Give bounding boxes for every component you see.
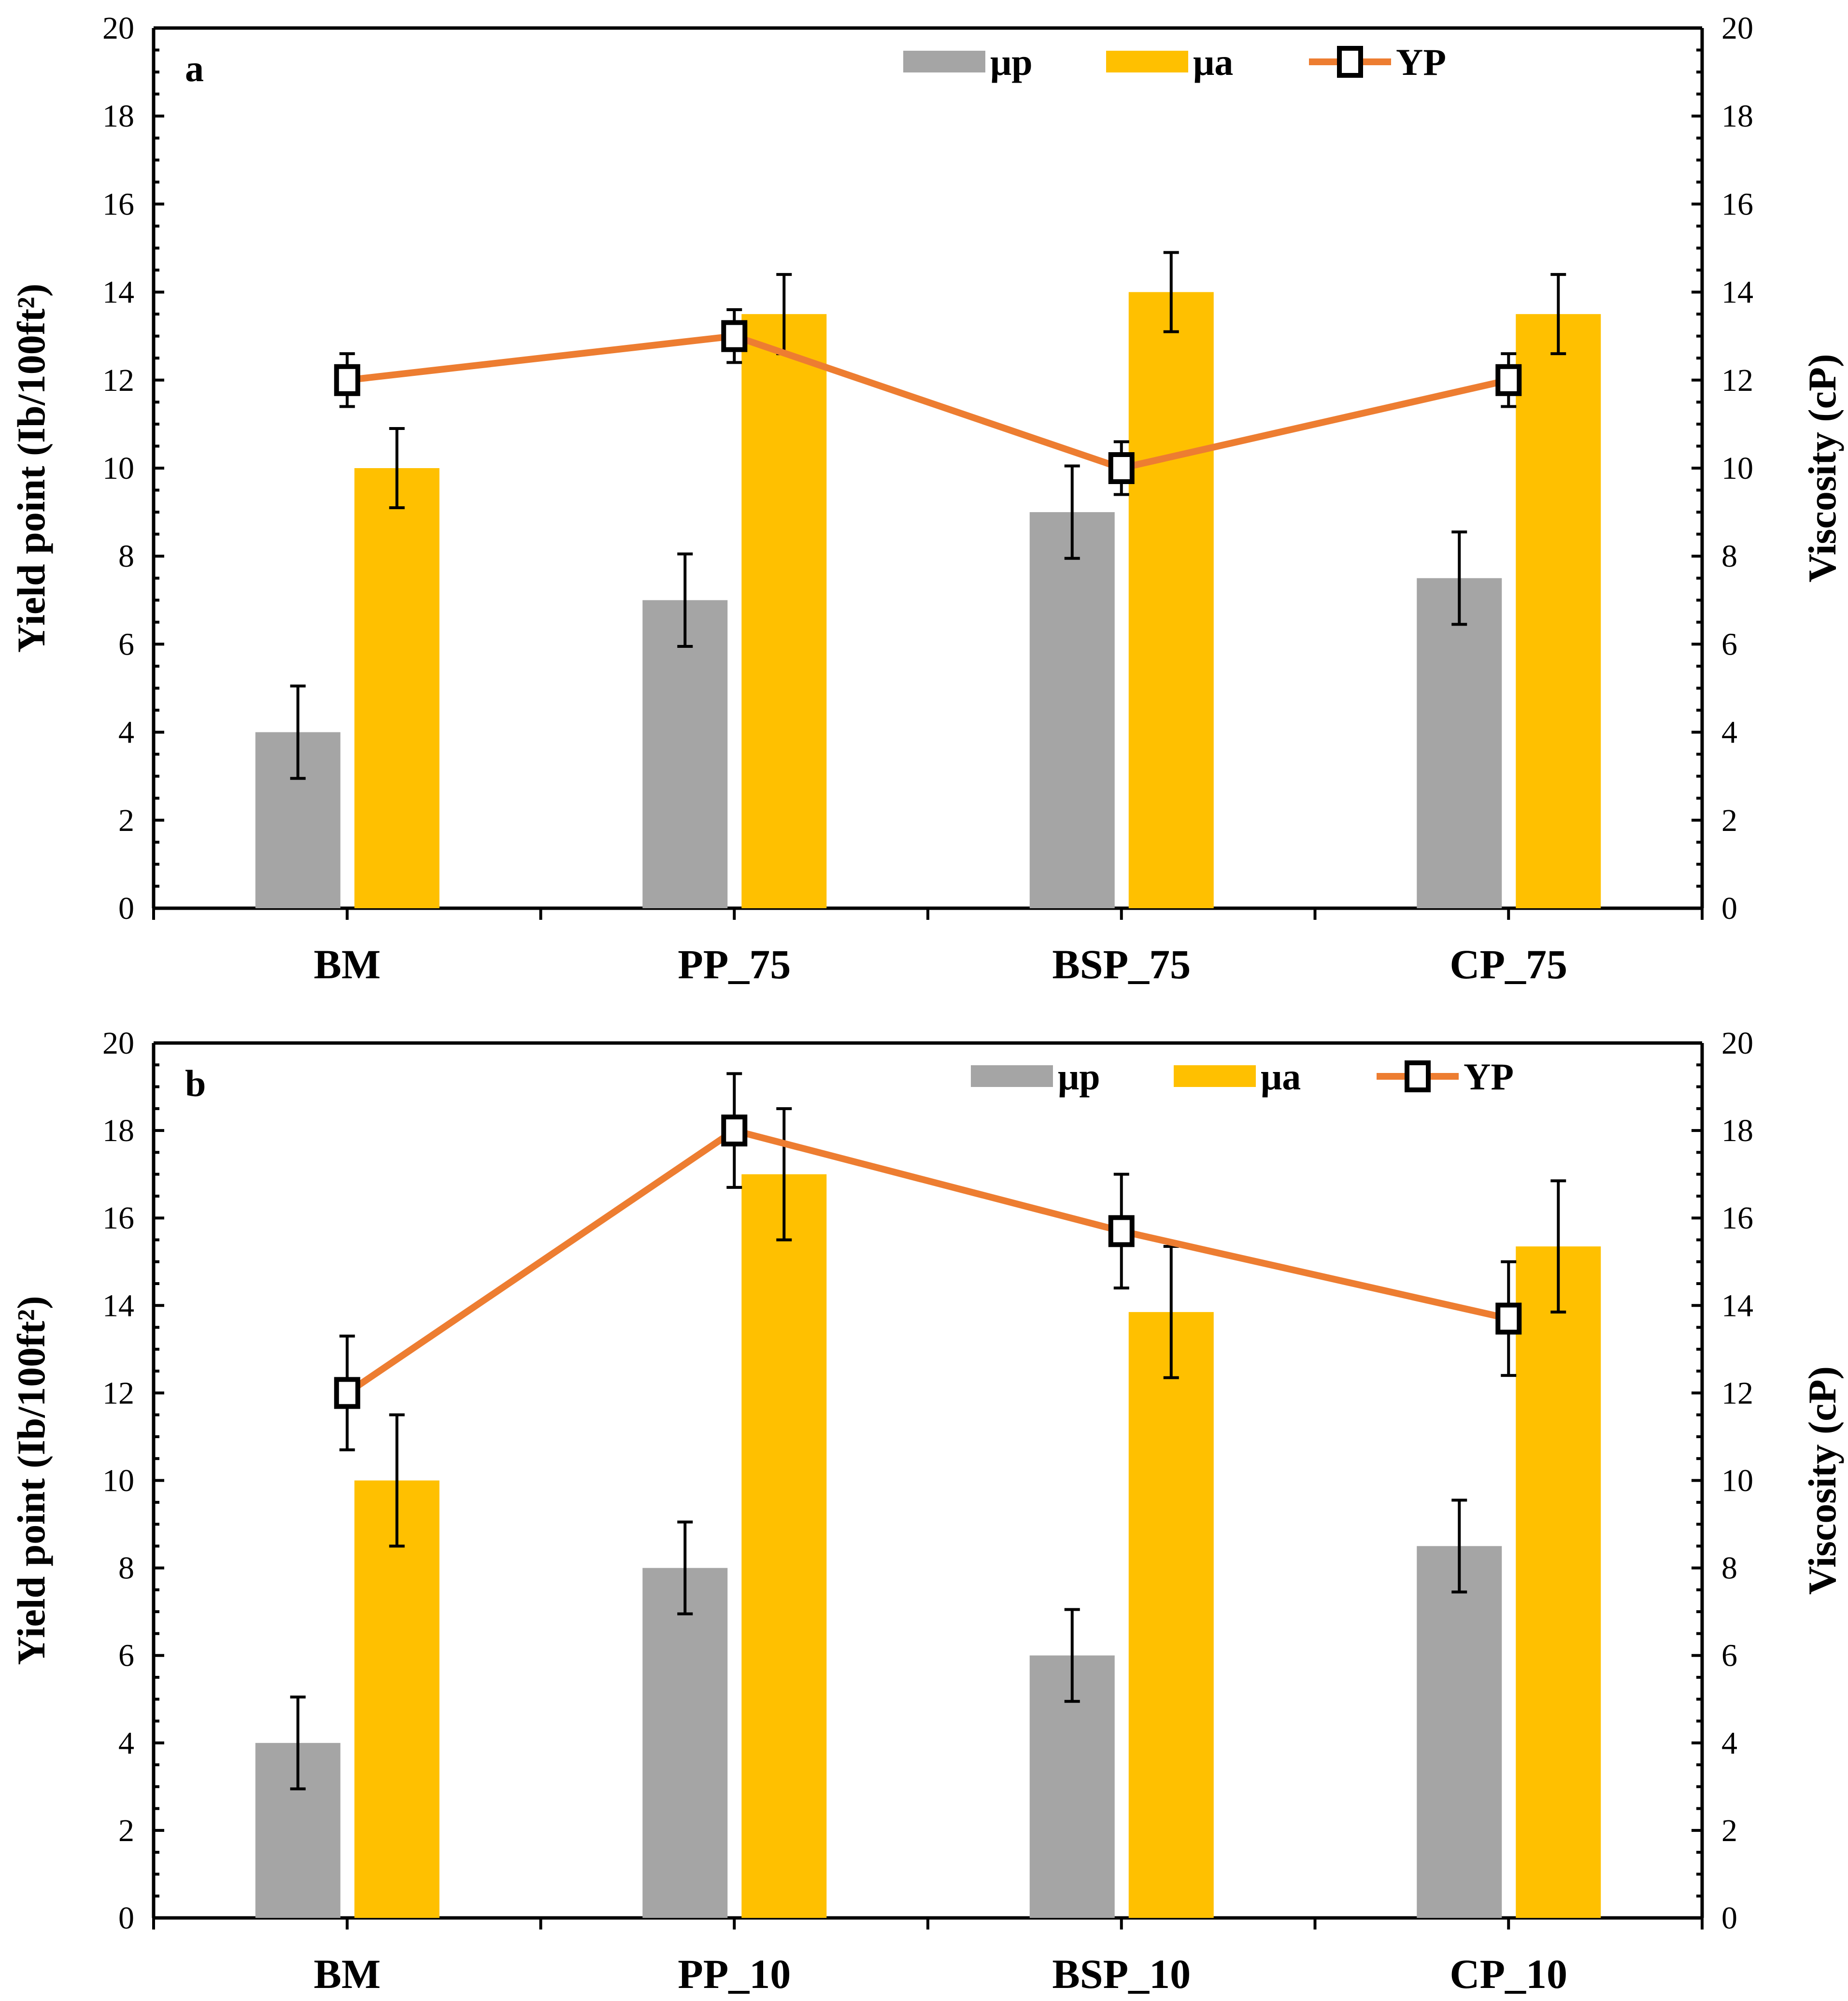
yp-marker — [1108, 452, 1135, 484]
y2-tick-label: 16 — [1721, 186, 1753, 222]
y2-tick-label: 6 — [1721, 1638, 1737, 1673]
y2-tick-label: 8 — [1721, 539, 1737, 574]
bar-mu-a — [1516, 314, 1601, 908]
bar-mu-a — [741, 314, 827, 908]
yp-marker — [1495, 364, 1522, 396]
bar-mu-a — [354, 468, 440, 908]
x-tick-label: BM — [313, 1951, 381, 1997]
y-tick-label: 6 — [118, 627, 134, 662]
panel-label: a — [185, 47, 204, 89]
y-tick-label: 14 — [102, 1288, 134, 1323]
y2-tick-label: 16 — [1721, 1201, 1753, 1236]
chart-panel-a: 0 0 2 2 4 4 6 6 8 8 10 10 12 12 14 14 16 16 18 18 20 20 BM PP_7… — [9, 11, 1844, 987]
y2-tick-label: 14 — [1721, 1288, 1753, 1323]
yp-marker — [334, 1377, 360, 1409]
legend: μp μa YP — [903, 41, 1446, 83]
y-tick-label: 0 — [118, 1901, 134, 1936]
bar-mu-a — [354, 1480, 440, 1918]
bar-mu-a — [741, 1174, 827, 1918]
x-tick-label: BSP_75 — [1052, 941, 1191, 987]
y-tick-label: 8 — [118, 1551, 134, 1586]
bar-mu-p — [1417, 578, 1502, 908]
y2-tick-label: 4 — [1721, 1726, 1737, 1761]
y-tick-label: 10 — [102, 1463, 134, 1499]
legend-marker-yp — [1405, 1060, 1431, 1092]
yp-marker — [721, 1115, 748, 1147]
y2-tick-label: 8 — [1721, 1551, 1737, 1586]
y-tick-label: 8 — [118, 539, 134, 574]
y2-axis-title: Viscosity (cP) — [1800, 354, 1844, 583]
y2-tick-label: 2 — [1721, 803, 1737, 838]
y-tick-label: 20 — [102, 1026, 134, 1061]
y-tick-label: 16 — [102, 186, 134, 222]
x-tick-label: PP_75 — [678, 941, 791, 987]
y2-tick-label: 20 — [1721, 1026, 1753, 1061]
y2-tick-label: 12 — [1721, 363, 1753, 398]
legend-label: YP — [1396, 41, 1446, 83]
bar-mu-p — [1029, 512, 1115, 908]
x-tick-label: CP_75 — [1450, 941, 1567, 987]
bar-mu-a — [1128, 1312, 1214, 1918]
yp-marker — [334, 364, 360, 396]
x-tick-label: PP_10 — [678, 1951, 791, 1997]
yp-line — [345, 1127, 1509, 1396]
y2-tick-label: 0 — [1721, 1901, 1737, 1936]
legend-label: μa — [1261, 1056, 1301, 1098]
chart-panel-b: 0 0 2 2 4 4 6 6 8 8 10 10 12 12 14 14 16 16 18 18 20 20 BM PP_1… — [9, 1026, 1844, 1997]
bar-mu-p — [642, 1568, 728, 1918]
y2-tick-label: 12 — [1721, 1375, 1753, 1411]
legend-swatch-mu-p — [903, 51, 985, 72]
bar-mu-a — [1128, 292, 1214, 908]
bar-mu-a — [1516, 1246, 1601, 1918]
y-axis-title: Yield point (Ib/100ft²) — [9, 284, 53, 653]
legend-label: μp — [990, 41, 1033, 83]
yp-marker — [1108, 1215, 1135, 1247]
y-axis-title: Yield point (Ib/100ft²) — [9, 1296, 53, 1665]
y2-tick-label: 0 — [1721, 891, 1737, 926]
legend-label: YP — [1464, 1056, 1514, 1098]
y-tick-label: 0 — [118, 891, 134, 926]
legend-swatch-mu-a — [1174, 1065, 1256, 1087]
y2-tick-label: 2 — [1721, 1813, 1737, 1848]
y2-tick-label: 10 — [1721, 451, 1753, 486]
y2-tick-label: 18 — [1721, 1113, 1753, 1148]
x-tick-label: BSP_10 — [1052, 1951, 1191, 1997]
legend: μp μa YP — [971, 1056, 1514, 1098]
panel-label: b — [185, 1062, 206, 1104]
y2-axis-title: Viscosity (cP) — [1800, 1366, 1844, 1595]
bar-mu-p — [642, 600, 728, 908]
legend-swatch-mu-a — [1106, 51, 1188, 72]
y2-tick-label: 18 — [1721, 99, 1753, 134]
y-tick-label: 20 — [102, 11, 134, 46]
y2-tick-label: 20 — [1721, 11, 1753, 46]
y-tick-label: 10 — [102, 451, 134, 486]
x-tick-label: CP_10 — [1450, 1951, 1567, 1997]
y-tick-label: 2 — [118, 1813, 134, 1848]
y-tick-label: 6 — [118, 1638, 134, 1673]
y2-tick-label: 4 — [1721, 715, 1737, 750]
legend-marker-yp — [1337, 46, 1363, 78]
yp-marker — [1495, 1302, 1522, 1335]
yp-marker — [721, 320, 748, 352]
y-tick-label: 16 — [102, 1201, 134, 1236]
legend-swatch-mu-p — [971, 1065, 1053, 1087]
y-tick-label: 4 — [118, 1726, 134, 1761]
y-tick-label: 18 — [102, 1113, 134, 1148]
x-tick-label: BM — [313, 941, 381, 987]
legend-label: μp — [1058, 1056, 1100, 1098]
y-tick-label: 4 — [118, 715, 134, 750]
y2-tick-label: 6 — [1721, 627, 1737, 662]
y2-tick-label: 14 — [1721, 275, 1753, 310]
y-tick-label: 14 — [102, 275, 134, 310]
y-tick-label: 2 — [118, 803, 134, 838]
y-tick-label: 18 — [102, 99, 134, 134]
yp-line — [346, 332, 1509, 472]
y2-tick-label: 10 — [1721, 1463, 1753, 1499]
y-tick-label: 12 — [102, 363, 134, 398]
legend-label: μa — [1193, 41, 1233, 83]
bar-mu-p — [1417, 1546, 1502, 1918]
y-tick-label: 12 — [102, 1375, 134, 1411]
